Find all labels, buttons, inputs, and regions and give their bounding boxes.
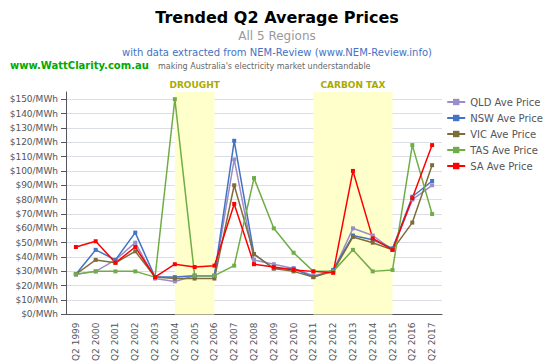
svg-text:Q2 2001: Q2 2001 [110, 322, 120, 361]
svg-text:$60/MWh: $60/MWh [15, 223, 58, 233]
svg-text:Q2 2014: Q2 2014 [368, 322, 378, 361]
svg-text:Q2 2006: Q2 2006 [209, 322, 219, 361]
svg-text:All 5 Regions: All 5 Regions [238, 29, 315, 43]
svg-text:$140/MWh: $140/MWh [10, 109, 58, 119]
svg-text:Q2 2003: Q2 2003 [150, 322, 160, 361]
svg-text:Q2 2000: Q2 2000 [91, 322, 101, 361]
svg-text:DROUGHT: DROUGHT [169, 80, 220, 90]
svg-text:$30/MWh: $30/MWh [15, 266, 58, 276]
svg-text:$50/MWh: $50/MWh [15, 238, 58, 248]
svg-text:Q2 2004: Q2 2004 [170, 322, 180, 361]
svg-text:$100/MWh: $100/MWh [10, 166, 58, 176]
svg-text:$70/MWh: $70/MWh [15, 209, 58, 219]
svg-text:NSW Ave Price: NSW Ave Price [470, 113, 543, 124]
svg-text:QLD Ave Price: QLD Ave Price [470, 97, 540, 108]
svg-text:Q2 1999: Q2 1999 [71, 322, 81, 361]
svg-text:Q2 2016: Q2 2016 [407, 322, 417, 361]
svg-text:Q2 2005: Q2 2005 [190, 322, 200, 361]
svg-text:CARBON TAX: CARBON TAX [320, 80, 385, 90]
svg-text:$130/MWh: $130/MWh [10, 123, 58, 133]
svg-text:Q2 2002: Q2 2002 [130, 322, 140, 361]
svg-text:$90/MWh: $90/MWh [15, 180, 58, 190]
svg-text:Q2 2010: Q2 2010 [289, 322, 299, 361]
svg-text:Q2 2017: Q2 2017 [427, 322, 437, 361]
svg-text:VIC Ave Price: VIC Ave Price [470, 129, 536, 140]
svg-text:Q2 2008: Q2 2008 [249, 322, 259, 361]
svg-text:Trended Q2 Average Prices: Trended Q2 Average Prices [155, 8, 399, 27]
svg-text:www.WattClarity.com.au: www.WattClarity.com.au [10, 60, 149, 71]
svg-text:Q2 2012: Q2 2012 [328, 322, 338, 361]
svg-text:$120/MWh: $120/MWh [10, 137, 58, 147]
svg-text:$20/MWh: $20/MWh [15, 281, 58, 291]
svg-text:TAS Ave Price: TAS Ave Price [469, 145, 538, 156]
svg-text:$0/MWh: $0/MWh [21, 309, 58, 319]
svg-text:$80/MWh: $80/MWh [15, 195, 58, 205]
svg-text:with data extracted from NEM-R: with data extracted from NEM-Review (www… [122, 47, 432, 58]
svg-text:SA Ave Price: SA Ave Price [470, 161, 532, 172]
svg-text:$40/MWh: $40/MWh [15, 252, 58, 262]
svg-text:Q2 2011: Q2 2011 [308, 322, 318, 361]
svg-text:Q2 2013: Q2 2013 [348, 322, 358, 361]
svg-text:$110/MWh: $110/MWh [10, 152, 58, 162]
svg-text:$150/MWh: $150/MWh [10, 94, 58, 104]
svg-text:Q2 2009: Q2 2009 [269, 322, 279, 361]
svg-text:$10/MWh: $10/MWh [15, 295, 58, 305]
svg-text:Q2 2007: Q2 2007 [229, 322, 239, 361]
svg-text:Q2 2015: Q2 2015 [388, 322, 398, 361]
svg-text:making Australia's electricity: making Australia's electricity market un… [158, 62, 371, 71]
